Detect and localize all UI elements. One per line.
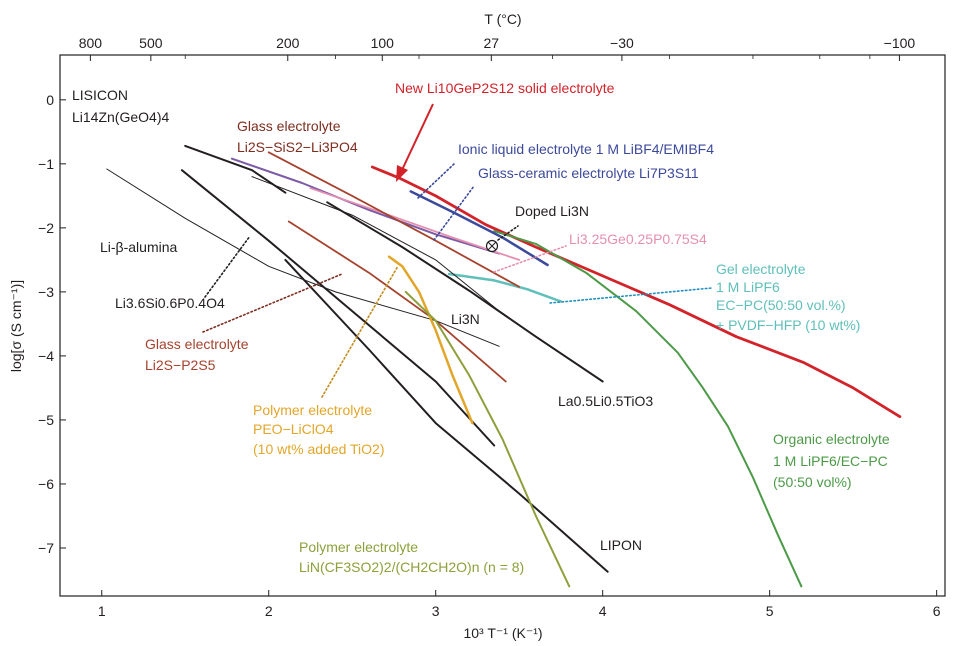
series-line-6 — [267, 151, 521, 288]
annotation-leader-line — [202, 273, 343, 333]
y-tick-label: −5 — [38, 412, 54, 428]
top-tick-label: 800 — [79, 35, 103, 51]
doped-li3n-label: Doped Li3N — [515, 203, 589, 219]
x-tick-label: 5 — [766, 603, 774, 619]
llto-label: La0.5Li0.5TiO3 — [558, 393, 653, 409]
series-line-14 — [387, 255, 474, 425]
lgps-label: New Li10GeP2S12 solid electrolyte — [395, 80, 615, 96]
y-axis-ticks: 0 −1 −2 −3 −4 −5 −6 −7 — [38, 92, 66, 556]
plot-series — [106, 144, 902, 588]
top-axis-ticks: 800 500 200 100 27 −30 −100 — [79, 35, 916, 61]
glass1-formula: Li2S−SiS2−Li3PO4 — [237, 139, 358, 155]
annotation-leader-line — [497, 225, 519, 241]
glass2-label: Glass electrolyte — [145, 336, 249, 352]
annotations: LISICON Li14Zn(GeO4)4 Glass electrolyte … — [72, 80, 890, 575]
series-line-4 — [231, 157, 501, 255]
series-line-1 — [493, 230, 803, 588]
polymer2-formula: LiN(CF3SO2)2/(CH2CH2O)n (n = 8) — [299, 559, 524, 575]
top-tick-label: 200 — [276, 35, 300, 51]
ionic-label: Ionic liquid electrolyte 1 M LiBF4/EMIBF… — [458, 141, 714, 157]
series-line-0 — [370, 165, 902, 419]
series-line-13 — [106, 168, 500, 347]
series-line-15 — [404, 290, 571, 588]
lisicon-label: LISICON — [72, 87, 128, 103]
annotation-leader-line — [549, 287, 713, 304]
y-tick-label: −7 — [38, 540, 54, 556]
series-line-5 — [309, 187, 521, 261]
annotation-leader-line — [493, 245, 567, 273]
top-axis-label: T (°C) — [484, 11, 521, 27]
organic-ratio: (50:50 vol%) — [773, 474, 852, 490]
y-tick-label: −6 — [38, 476, 54, 492]
x-tick-label: 2 — [265, 603, 273, 619]
doped-li3n-marker — [485, 239, 499, 253]
top-tick-label: 27 — [484, 35, 500, 51]
li-beta-alumina-label: Li-β-alumina — [100, 239, 178, 255]
annotation-leader-line — [321, 265, 399, 398]
top-tick-label: −30 — [610, 35, 634, 51]
series-line-12 — [284, 258, 609, 573]
lisicon-formula: Li14Zn(GeO4)4 — [72, 109, 169, 125]
x-tick-label: 3 — [432, 603, 440, 619]
li36-label: Li3.6Si0.6P0.4O4 — [115, 295, 225, 311]
y-tick-label: 0 — [46, 92, 54, 108]
top-tick-label: 500 — [139, 35, 163, 51]
series-line-3 — [409, 190, 549, 267]
glass2-formula: Li2S−P2S5 — [145, 357, 216, 373]
top-tick-label: −100 — [884, 35, 916, 51]
lipon-label: LIPON — [600, 537, 642, 553]
y-tick-label: −4 — [38, 348, 54, 364]
polymer2-label: Polymer electrolyte — [299, 539, 418, 555]
glassceramic-label: Glass-ceramic electrolyte Li7P3S11 — [478, 165, 699, 181]
top-tick-label: 100 — [371, 35, 395, 51]
organic-label: Organic electrolyte — [773, 431, 890, 447]
gel-solvent: EC−PC(50:50 vol.%) — [716, 297, 846, 313]
x-axis-ticks: 1 2 3 4 5 6 — [98, 590, 941, 619]
gel-label: Gel electrolyte — [716, 261, 806, 277]
annotation-leader-line — [204, 235, 251, 298]
y-tick-label: −2 — [38, 220, 54, 236]
y-axis-label: log[σ (S cm⁻¹)] — [8, 280, 24, 372]
x-axis-label: 10³ T⁻¹ (K⁻¹) — [463, 625, 542, 641]
plot-frame — [59, 54, 946, 597]
series-line-10 — [251, 176, 500, 312]
x-tick-label: 4 — [599, 603, 607, 619]
series-line-11 — [326, 201, 604, 383]
annotation-leaders — [202, 163, 713, 398]
peo-additive: (10 wt% added TiO2) — [253, 441, 385, 457]
lgps-pointer-arrow — [396, 103, 434, 182]
y-tick-label: −3 — [38, 284, 54, 300]
series-line-2 — [447, 272, 563, 303]
series-line-7 — [287, 220, 507, 383]
gel-polymer: + PVDF−HFP (10 wt%) — [716, 317, 860, 333]
peo-label: Polymer electrolyte — [253, 402, 372, 418]
li325-label: Li3.25Ge0.25P0.75S4 — [569, 231, 707, 247]
peo-formula: PEO−LiClO4 — [253, 421, 334, 437]
glass1-label: Glass electrolyte — [237, 118, 341, 134]
gel-salt: 1 M LiPF6 — [716, 279, 780, 295]
y-tick-label: −1 — [38, 156, 54, 172]
li3n-label: Li3N — [451, 311, 480, 327]
series-line-9 — [180, 169, 496, 447]
annotation-leader-line — [433, 185, 475, 241]
organic-salt: 1 M LiPF6/EC−PC — [773, 453, 888, 469]
x-tick-label: 1 — [98, 603, 106, 619]
annotation-leader-line — [417, 163, 455, 199]
x-tick-label: 6 — [933, 603, 941, 619]
